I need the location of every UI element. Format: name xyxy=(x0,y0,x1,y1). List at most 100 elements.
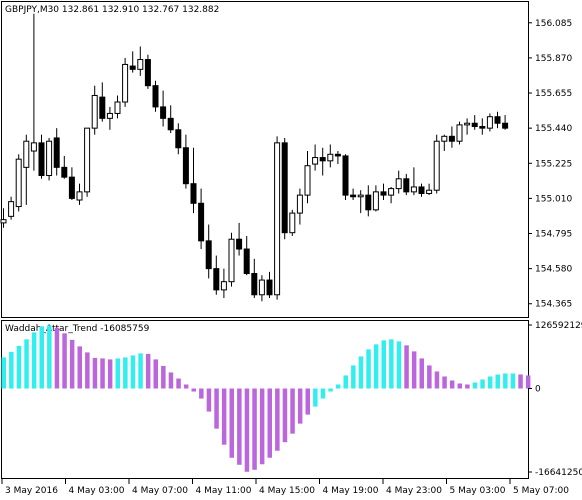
candle xyxy=(228,232,235,287)
candle-body xyxy=(38,142,45,177)
histogram-bar xyxy=(487,376,493,389)
candle xyxy=(167,105,174,134)
candle xyxy=(84,127,91,197)
histogram-bar xyxy=(389,339,394,389)
candle-body xyxy=(205,240,212,270)
histogram-bar xyxy=(449,380,455,389)
candle-body xyxy=(106,112,113,119)
histogram-bar xyxy=(525,375,531,389)
price-tick-label: 155.655 xyxy=(535,89,572,99)
histogram-bar xyxy=(290,388,295,434)
indicator-tick-label: -166412500 xyxy=(535,468,582,478)
histogram-bar xyxy=(153,359,158,389)
price-tick-label: 155.870 xyxy=(535,54,572,64)
candle xyxy=(281,137,288,240)
candle-body xyxy=(502,122,509,129)
histogram-bar xyxy=(465,384,470,389)
candle xyxy=(289,209,296,236)
candle-body xyxy=(327,153,334,162)
histogram-bar xyxy=(77,346,82,389)
price-pane-header: GBPJPY,M30 132.861 132.910 132.767 132.8… xyxy=(5,5,219,15)
histogram-bar xyxy=(168,372,174,389)
candle-body xyxy=(296,194,303,214)
histogram-bar xyxy=(267,388,272,458)
candle-body xyxy=(471,122,478,128)
time-axis: 3 May 2016 4 May 03:00 4 May 07:00 4 May 11… xyxy=(1,479,569,496)
candle-body xyxy=(289,212,296,234)
histogram-bar xyxy=(457,383,462,389)
candle-body xyxy=(46,140,53,177)
candle xyxy=(144,54,151,89)
price-tick-label: 154.580 xyxy=(535,265,572,275)
candle xyxy=(296,188,303,225)
candle-body xyxy=(182,147,189,185)
candle xyxy=(205,224,212,279)
candle-body xyxy=(441,135,448,142)
histogram-bar xyxy=(39,326,44,389)
histogram-bar xyxy=(373,344,379,389)
candle-body xyxy=(68,176,75,199)
candle-body xyxy=(129,65,136,70)
candle-body xyxy=(388,188,395,196)
candle xyxy=(122,57,129,107)
time-tick-label: 3 May 2016 xyxy=(5,486,58,496)
time-tick-label: 4 May 07:00 xyxy=(132,486,188,496)
histogram-bar xyxy=(472,382,478,389)
candle-body xyxy=(357,194,364,198)
candle-body xyxy=(274,142,281,296)
candle-body xyxy=(198,202,205,242)
candle xyxy=(99,82,106,122)
histogram-bar xyxy=(107,359,113,389)
candle xyxy=(486,113,493,132)
candle-body xyxy=(395,178,402,190)
candle xyxy=(372,185,379,212)
histogram-layer xyxy=(1,325,531,472)
candle-body xyxy=(84,127,91,193)
histogram-bar xyxy=(427,365,432,389)
indicator-tick-label: 126592129 xyxy=(535,321,582,331)
histogram-bar xyxy=(115,358,120,389)
histogram-bar xyxy=(16,345,22,389)
histogram-bar xyxy=(442,376,447,389)
time-tick-label: 4 May 23:00 xyxy=(386,486,442,496)
candle xyxy=(479,118,486,135)
candle xyxy=(418,183,425,197)
candle-body xyxy=(220,281,227,291)
candle-body xyxy=(464,122,471,126)
histogram-bar xyxy=(100,358,105,389)
price-tick-label: 154.795 xyxy=(535,230,572,240)
candle xyxy=(266,271,273,299)
candle-body xyxy=(251,273,258,296)
candle-body xyxy=(342,155,349,196)
histogram-bar xyxy=(1,357,6,389)
price-pane[interactable] xyxy=(1,1,529,318)
histogram-bar xyxy=(69,339,75,389)
candle xyxy=(129,51,136,73)
candle-body xyxy=(91,94,98,129)
indicator-tick-label: 0 xyxy=(535,385,541,395)
candle xyxy=(456,121,463,145)
candle xyxy=(114,95,121,119)
candle xyxy=(160,90,167,127)
indicator-pane[interactable] xyxy=(1,320,529,479)
candle xyxy=(380,183,387,201)
histogram-bar xyxy=(259,388,265,465)
candle xyxy=(15,154,22,212)
histogram-bar xyxy=(510,373,516,389)
candle-body xyxy=(228,238,235,283)
candle-body xyxy=(494,116,501,124)
candle xyxy=(464,118,471,135)
candle xyxy=(494,111,501,129)
candle xyxy=(365,185,372,217)
candle xyxy=(152,80,159,112)
histogram-bar xyxy=(199,388,204,399)
candle xyxy=(106,106,113,130)
candle xyxy=(46,137,53,181)
histogram-bar xyxy=(221,388,227,445)
candle-body xyxy=(167,117,174,131)
candle-body xyxy=(8,201,15,217)
candle-body xyxy=(213,268,220,291)
candle-body xyxy=(319,157,326,162)
candle xyxy=(220,268,227,299)
